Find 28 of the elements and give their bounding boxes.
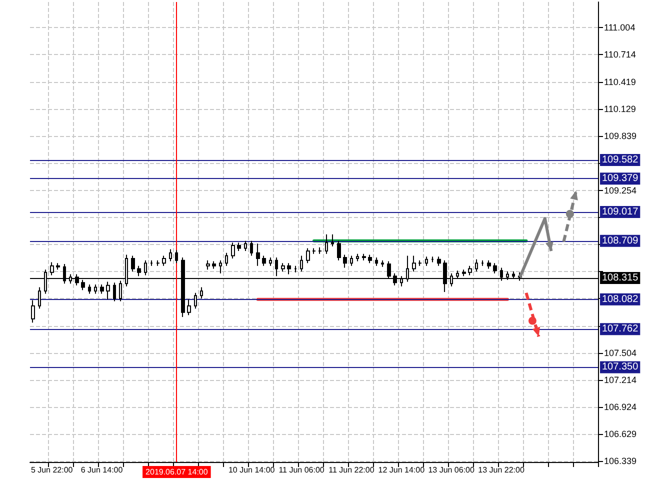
ref-line-label: 109.582 [602, 154, 639, 166]
ref-line-label: 107.762 [602, 324, 639, 335]
y-tick-label: 110.419 [604, 77, 636, 88]
x-tick-label: 2019.06.07 14:00 [146, 468, 208, 476]
y-tick-label: 107.504 [604, 348, 637, 358]
x-tick-label: 11 Jun 06:00 [278, 466, 325, 474]
y-tick-label: 106.339 [604, 456, 637, 466]
ref-line-label: 109.017 [602, 206, 639, 218]
ref-line-label: 109.379 [602, 173, 639, 184]
ref-line-label: 108.709 [602, 235, 639, 246]
y-tick-label: 109.254 [604, 185, 637, 196]
ref-line-label: 108.082 [602, 294, 639, 305]
x-tick-label: 13 Jun 22:00 [478, 466, 525, 474]
x-tick-label: 5 Jun 22:00 [30, 466, 74, 474]
x-tick-label: 13 Jun 06:00 [428, 466, 475, 474]
y-tick-label: 109.839 [604, 130, 637, 141]
ref-line-label: 108.315 [602, 272, 639, 284]
x-tick-label: 6 Jun 14:00 [80, 466, 124, 474]
y-tick-label: 106.924 [604, 402, 637, 412]
x-tick-label: 10 Jun 14:00 [228, 466, 276, 474]
y-tick-label: 110.714 [604, 50, 636, 60]
y-tick-label: 106.629 [604, 429, 637, 440]
x-tick-label: 12 Jun 14:00 [378, 466, 426, 474]
x-tick-label: 11 Jun 22:00 [328, 466, 375, 474]
ref-line-label: 107.350 [602, 362, 639, 373]
y-tick-label: 107.214 [604, 374, 637, 385]
y-tick-label: 111.004 [604, 22, 636, 33]
y-tick-label: 110.129 [604, 104, 636, 114]
